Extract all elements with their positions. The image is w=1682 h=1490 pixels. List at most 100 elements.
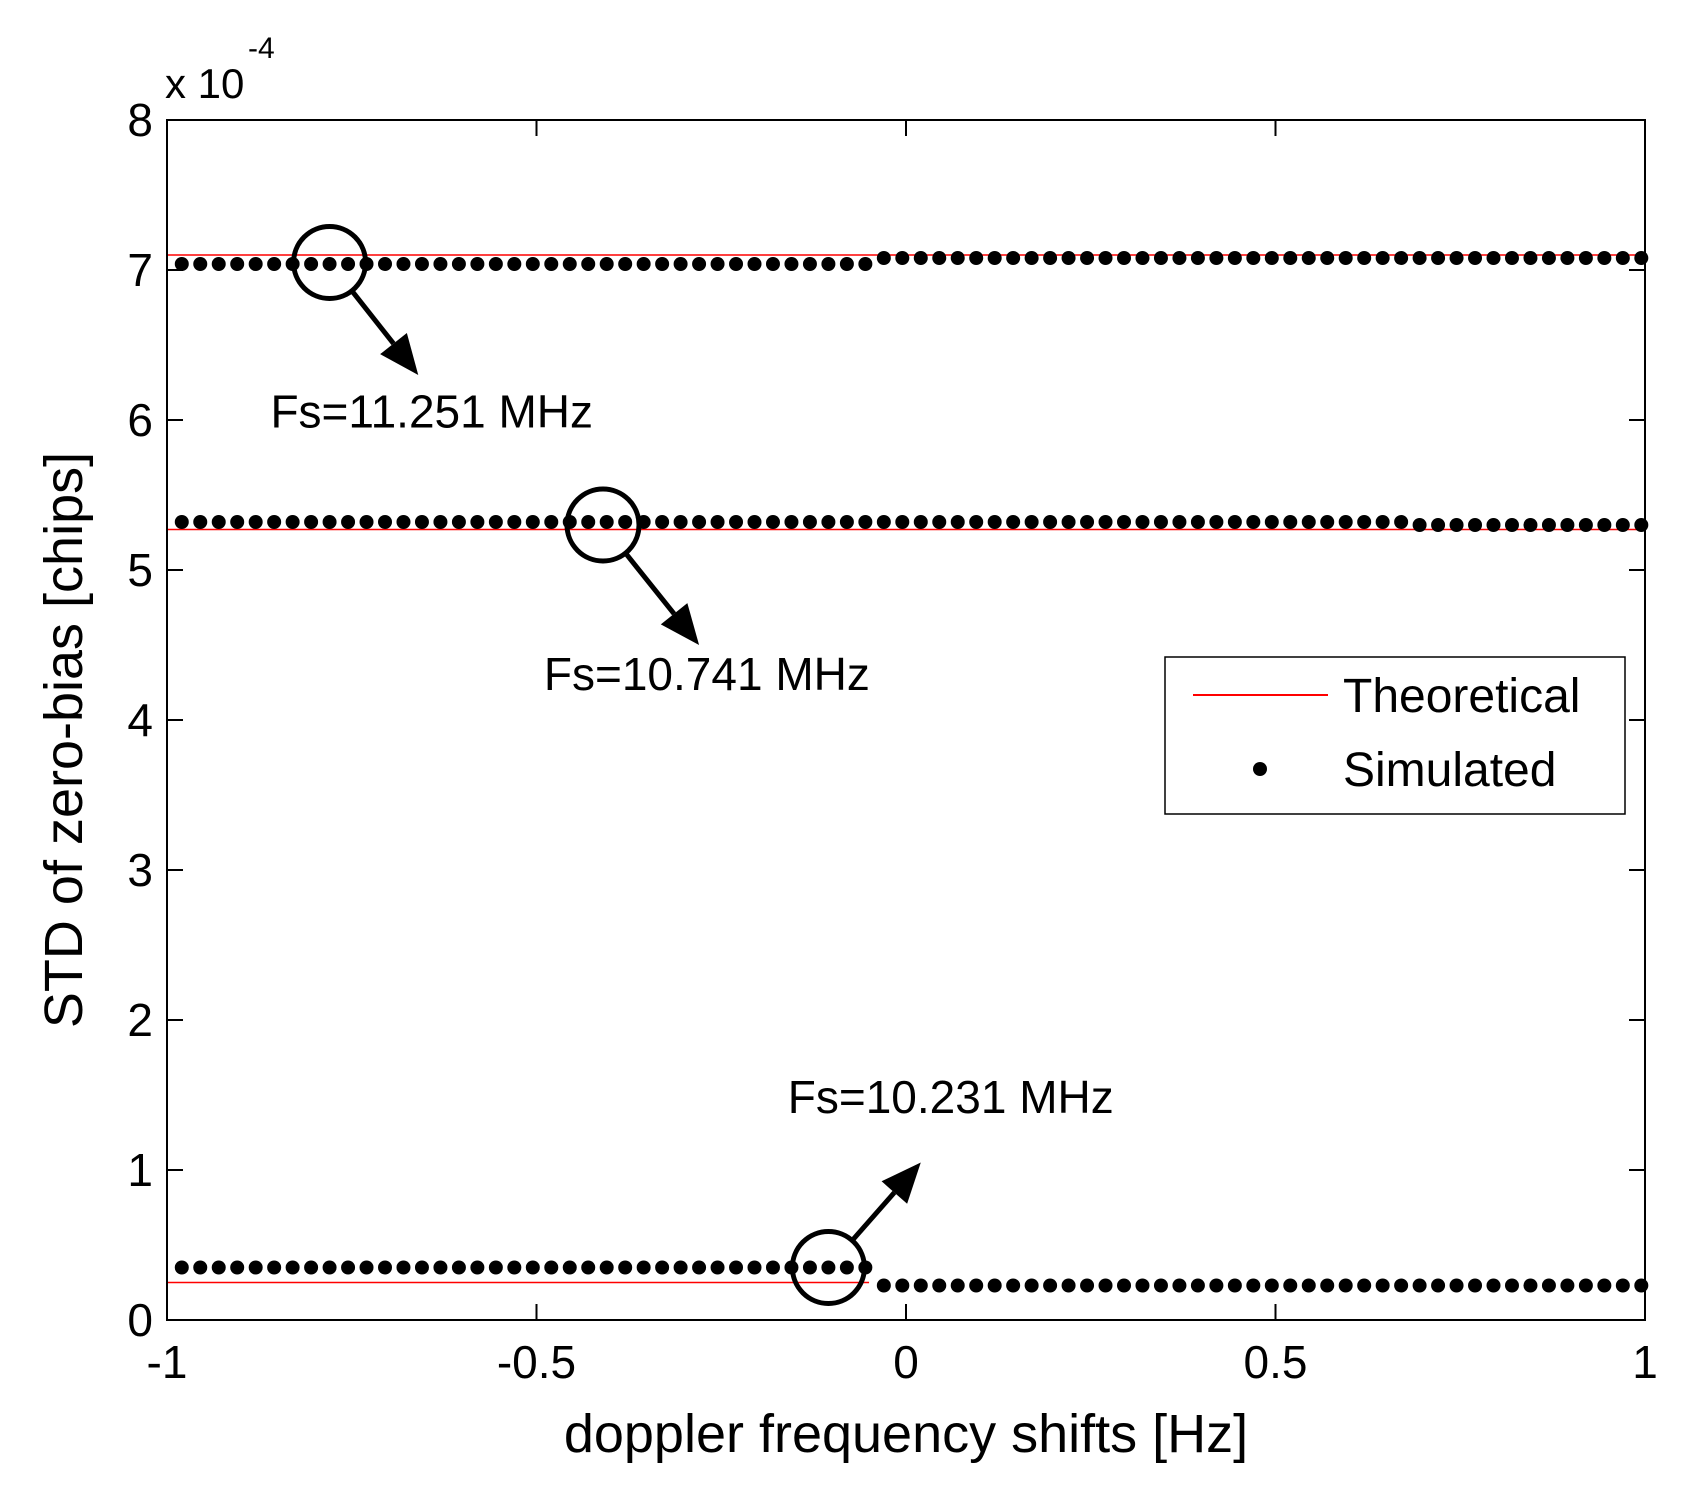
- annotation-label: Fs=11.251 MHz: [270, 386, 593, 438]
- simulated-point: [932, 251, 947, 265]
- simulated-point: [1578, 1278, 1593, 1293]
- simulated-point: [1412, 251, 1427, 265]
- simulated-point: [1468, 518, 1483, 532]
- simulated-point: [673, 1260, 688, 1275]
- simulated-point: [1135, 515, 1150, 529]
- simulated-point: [1357, 1278, 1372, 1293]
- simulated-point: [1043, 1278, 1058, 1293]
- simulated-point: [174, 257, 189, 271]
- simulated-point: [304, 515, 319, 529]
- annotation-arrow-head: [380, 333, 419, 375]
- simulated-point: [451, 1260, 466, 1275]
- simulated-point: [1135, 1278, 1150, 1293]
- simulated-point: [747, 515, 762, 529]
- simulated-point: [396, 257, 411, 271]
- simulated-point: [1468, 1278, 1483, 1293]
- simulated-point: [839, 257, 854, 271]
- simulated-point: [729, 515, 744, 529]
- simulated-point: [987, 251, 1002, 265]
- simulated-point: [1172, 515, 1187, 529]
- simulated-point: [710, 515, 725, 529]
- simulated-point: [322, 1260, 337, 1275]
- simulated-point: [193, 1260, 208, 1275]
- simulated-point: [747, 257, 762, 271]
- simulated-point: [729, 1260, 744, 1275]
- simulated-point: [784, 515, 799, 529]
- simulated-point: [802, 1260, 817, 1275]
- simulated-point: [1394, 1278, 1409, 1293]
- simulated-point: [673, 515, 688, 529]
- simulated-point: [433, 257, 448, 271]
- simulated-point: [1560, 518, 1575, 532]
- simulated-point: [1246, 515, 1261, 529]
- simulated-point: [692, 515, 707, 529]
- simulated-point: [1634, 1278, 1649, 1293]
- simulated-point: [1024, 251, 1039, 265]
- y-tick-label: 0: [127, 1294, 153, 1346]
- simulated-point: [1597, 1278, 1612, 1293]
- simulated-point: [248, 1260, 263, 1275]
- simulated-point: [1264, 1278, 1279, 1293]
- simulated-point: [1209, 251, 1224, 265]
- simulated-point: [488, 515, 503, 529]
- simulated-point: [655, 1260, 670, 1275]
- simulated-point: [193, 515, 208, 529]
- simulated-point: [544, 257, 559, 271]
- simulated-point: [581, 1260, 596, 1275]
- simulated-point: [581, 515, 596, 529]
- simulated-point: [1246, 1278, 1261, 1293]
- simulated-point: [913, 251, 928, 265]
- simulated-point: [304, 1260, 319, 1275]
- simulated-point: [1190, 251, 1205, 265]
- simulated-point: [950, 251, 965, 265]
- y-tick-label: 3: [127, 844, 153, 896]
- simulated-point: [1172, 1278, 1187, 1293]
- simulated-point: [341, 257, 356, 271]
- simulated-point: [876, 1278, 891, 1293]
- simulated-point: [987, 515, 1002, 529]
- simulated-point: [1043, 515, 1058, 529]
- simulated-point: [1560, 1278, 1575, 1293]
- simulated-point: [1504, 251, 1519, 265]
- simulated-point: [1338, 515, 1353, 529]
- legend-simulated-swatch: [1253, 762, 1267, 776]
- simulated-point: [1338, 1278, 1353, 1293]
- simulated-point: [211, 515, 226, 529]
- x-tick-label: -1: [147, 1336, 188, 1388]
- simulated-point: [839, 515, 854, 529]
- simulated-point: [1301, 1278, 1316, 1293]
- simulated-point: [599, 1260, 614, 1275]
- simulated-point: [1449, 518, 1464, 532]
- simulated-point: [285, 1260, 300, 1275]
- y-tick-label: 8: [127, 94, 153, 146]
- simulated-point: [765, 515, 780, 529]
- annotation-arrow-head: [660, 603, 700, 645]
- simulated-point: [1024, 1278, 1039, 1293]
- simulated-point: [1117, 1278, 1132, 1293]
- simulated-point: [1209, 1278, 1224, 1293]
- simulated-point: [1504, 1278, 1519, 1293]
- simulated-point: [1153, 515, 1168, 529]
- simulated-point: [1523, 251, 1538, 265]
- simulated-point: [1061, 251, 1076, 265]
- simulated-point: [1061, 515, 1076, 529]
- simulated-point: [1578, 251, 1593, 265]
- simulated-point: [1541, 518, 1556, 532]
- simulated-point: [1283, 515, 1298, 529]
- simulated-point: [1541, 251, 1556, 265]
- simulated-point: [1264, 251, 1279, 265]
- simulated-point: [230, 257, 245, 271]
- simulated-point: [932, 1278, 947, 1293]
- simulated-point: [710, 1260, 725, 1275]
- simulated-point: [747, 1260, 762, 1275]
- simulated-point: [359, 1260, 374, 1275]
- annotation-circle: [789, 1229, 867, 1306]
- simulated-point: [932, 515, 947, 529]
- x-tick-label: -0.5: [497, 1336, 576, 1388]
- simulated-point: [488, 257, 503, 271]
- simulated-point: [1541, 1278, 1556, 1293]
- simulated-point: [1135, 251, 1150, 265]
- simulated-point: [230, 515, 245, 529]
- simulated-point: [692, 257, 707, 271]
- simulated-point: [1283, 1278, 1298, 1293]
